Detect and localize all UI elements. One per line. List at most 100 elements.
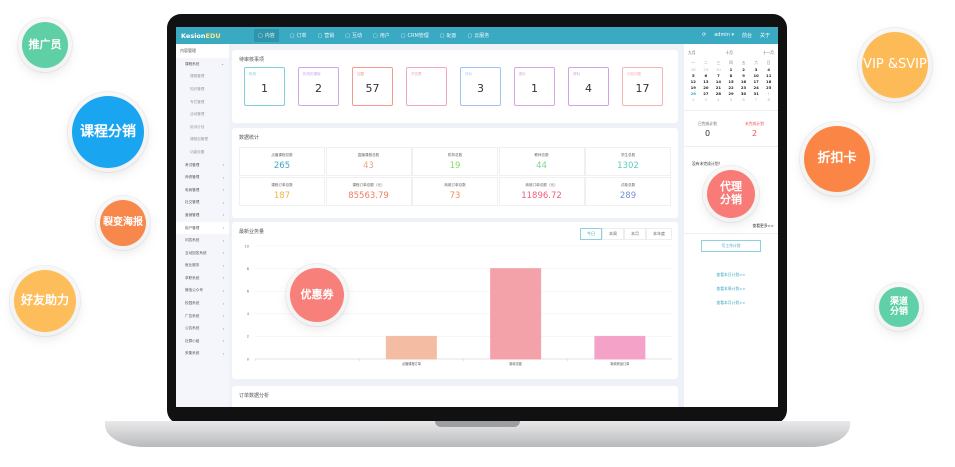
sidebar-item[interactable]: 社交管理 › [176,197,229,210]
write-plan-button[interactable]: 写工作计划 [701,240,761,252]
pending-card[interactable]: 图片 1 [514,67,555,106]
sidebar-item[interactable]: 广告系统 › [176,310,229,323]
calendar-day[interactable]: 3 [704,97,708,102]
calendar-day[interactable]: 1 [767,91,770,96]
calendar-day[interactable]: 8 [767,97,770,102]
plan-link[interactable]: 查看本周计划>> [716,286,746,291]
calendar-day[interactable]: 18 [766,79,772,84]
calendar-day[interactable]: 31 [753,91,759,96]
sidebar-subitem[interactable]: 课程管理 [190,74,205,79]
sidebar-subitem[interactable]: 知识管理 [190,86,205,91]
sidebar-item[interactable]: 公告系统 › [176,322,229,335]
calendar-day[interactable]: 11 [766,73,772,78]
more-link[interactable]: 查看更多>> [752,223,774,228]
calendar-day[interactable]: 21 [715,85,722,90]
sidebar-subitem[interactable]: 培训计划 [190,124,205,129]
calendar-day[interactable]: 12 [690,79,696,84]
pending-card[interactable]: 开发票 [406,67,447,106]
sidebar-item[interactable]: 求职系统 › [176,272,229,285]
calendar-day[interactable]: 10 [753,73,759,78]
sidebar-item[interactable]: 用户管理 › [176,221,229,235]
sidebar-item[interactable]: 互动回答系统 › [176,247,229,260]
pending-card[interactable]: 问答问题 17 [622,67,663,106]
sidebar-item[interactable]: 师资管理 › [176,171,229,184]
calendar-day[interactable]: 3 [754,67,758,72]
calendar-day[interactable]: 29 [728,91,734,96]
prev-month[interactable]: 九月 [688,50,696,55]
pending-card[interactable]: 评价 3 [460,67,501,106]
period-tab[interactable]: 今日 [580,228,602,240]
pending-card[interactable]: 机构的课程 2 [298,67,339,106]
calendar-day[interactable]: 5 [691,73,695,78]
calendar-day[interactable]: 25 [766,85,772,90]
pending-card[interactable]: 机构 1 [244,67,285,106]
sidebar-item[interactable]: 采集系统 › [176,348,229,361]
period-tab[interactable]: 本月 [624,228,646,240]
logo[interactable]: KesionEDU [181,31,221,40]
calendar-day[interactable]: 2 [692,97,695,102]
nav-item[interactable]: ▢ 配置 [440,29,457,42]
calendar-day[interactable]: 20 [703,85,709,90]
plan-link[interactable]: 查看本月计划>> [716,300,746,305]
period-tab[interactable]: 本年度 [646,228,672,240]
calendar-day[interactable]: 6 [704,73,708,78]
sidebar-group-course[interactable]: 课程系统 ⌄ [185,61,224,67]
nav-item[interactable]: ▢ 内容 [254,29,279,42]
calendar-day[interactable]: 28 [715,91,722,96]
about-link[interactable]: 关于 [759,33,770,39]
pending-card[interactable]: 加盟 57 [352,67,393,106]
calendar-day[interactable]: 22 [728,85,734,90]
sidebar-subitem[interactable]: 功能设置 [190,149,205,154]
user-menu[interactable]: admin ▾ [714,32,734,38]
nav-item[interactable]: ▢ CRM管理 [401,29,429,42]
calendar-day[interactable]: 6 [742,97,745,102]
calendar-day[interactable]: 28 [690,67,696,72]
calendar-day[interactable]: 23 [740,85,747,90]
chevron-right-icon: › [222,339,224,344]
calendar-day[interactable]: 13 [703,79,709,84]
calendar-day[interactable]: 14 [715,79,722,84]
nav-item[interactable]: ▢ 用户 [373,29,390,42]
nav-item[interactable]: ▢ 云服务 [468,29,490,42]
calendar-day[interactable]: 19 [690,85,696,90]
calendar-day[interactable]: 8 [729,73,733,78]
pending-card[interactable]: 资料 4 [568,67,609,106]
calendar-day[interactable]: 7 [717,73,720,78]
plan-link[interactable]: 查看本日计划>> [716,272,746,277]
period-tab[interactable]: 本周 [602,228,624,240]
sidebar-item[interactable]: 问答系统 › [176,234,229,247]
sidebar-item[interactable]: 考试管理 › [176,159,229,172]
calendar-day[interactable]: 4 [767,67,771,72]
sidebar-item[interactable]: 社群小组 › [176,335,229,348]
calendar-day[interactable]: 24 [753,85,759,90]
calendar-day[interactable]: 7 [754,97,758,102]
next-month[interactable]: 十一月 [762,50,774,55]
calendar-day[interactable]: 27 [703,91,709,96]
calendar-day[interactable]: 5 [729,97,733,102]
sidebar-subitem[interactable]: 活动管理 [190,112,205,117]
nav-item[interactable]: ▢ 互动 [345,29,362,42]
stat-label: 商城订单总数 [444,183,466,187]
nav-item[interactable]: ▢ 订单 [290,29,307,42]
sidebar-item[interactable]: 校园系统 › [176,297,229,310]
calendar-day[interactable]: 15 [728,79,734,84]
calendar-day[interactable]: 30 [740,91,747,96]
calendar-day[interactable]: 26 [690,91,696,96]
calendar-day[interactable]: 16 [740,79,747,84]
sidebar-item[interactable]: 营销管理 › [176,209,229,222]
calendar-day[interactable]: 1 [729,67,733,72]
sidebar-item[interactable]: 电商管理 › [176,184,229,197]
nav-item[interactable]: ▢ 营销 [318,29,335,42]
refresh-icon[interactable]: ⟳ [702,32,707,38]
calendar-day[interactable]: 30 [716,67,721,72]
sidebar-item[interactable]: 微信公众号 › [176,285,229,298]
sidebar-subitem[interactable]: 课程包管理 [190,137,208,142]
calendar-day[interactable]: 29 [703,67,709,72]
calendar-day[interactable]: 17 [753,79,759,84]
sidebar-item[interactable]: 就业服务 › [176,260,229,273]
sidebar-subitem[interactable]: 专栏管理 [190,99,205,104]
calendar-day[interactable]: 4 [717,97,720,102]
front-link[interactable]: 前台 [741,33,752,39]
calendar-day[interactable]: 9 [742,73,745,78]
calendar-day[interactable]: 2 [742,67,745,72]
